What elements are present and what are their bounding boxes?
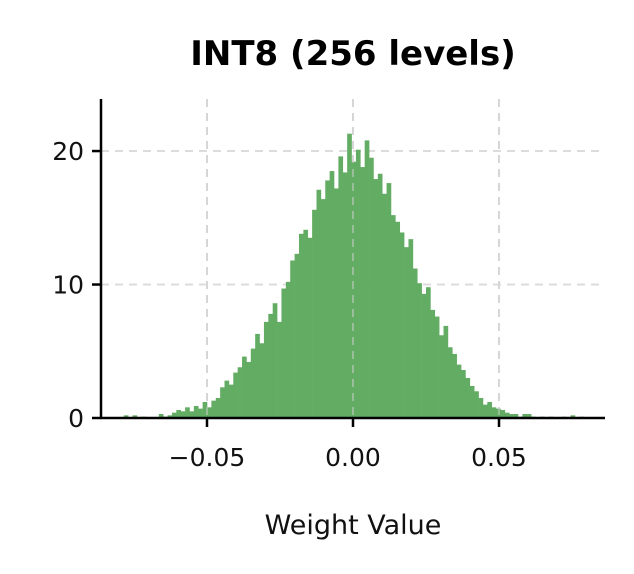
histogram-bar	[404, 247, 409, 418]
histogram-bar	[259, 343, 265, 418]
histogram-bar	[320, 199, 326, 418]
histogram-bar	[220, 387, 225, 418]
y-tick-label: 20	[52, 137, 84, 166]
x-tick-label: 0.00	[325, 443, 381, 472]
histogram-bar	[285, 281, 291, 418]
histogram-bar	[185, 407, 190, 418]
histogram-bar	[342, 172, 348, 418]
histogram-bar	[399, 232, 405, 418]
histogram-bar	[176, 409, 182, 418]
histogram-bar	[347, 133, 352, 418]
histogram-bar	[334, 188, 339, 418]
histogram-bar	[312, 209, 317, 418]
histogram-bar	[373, 179, 379, 418]
histogram-bar	[395, 221, 401, 418]
histogram-bar	[263, 321, 269, 418]
histogram-bar	[329, 171, 335, 418]
histogram-bar	[198, 408, 203, 418]
histogram-bar	[290, 260, 295, 418]
histogram-bar	[364, 140, 370, 418]
histogram-bar	[215, 397, 221, 418]
histogram-bar	[369, 157, 374, 418]
histogram-bar	[158, 413, 164, 418]
histogram-bar	[412, 268, 418, 418]
histogram-bar	[255, 333, 260, 418]
x-axis-label: Weight Value	[265, 510, 442, 541]
x-tick-label: −0.05	[169, 443, 246, 472]
histogram-bar	[281, 288, 287, 418]
histogram-bar	[193, 405, 199, 418]
y-tick-label: 10	[52, 271, 84, 300]
histogram-bar	[246, 361, 252, 418]
histogram-bar	[272, 303, 278, 418]
histogram-bar	[491, 407, 497, 418]
tick-labels: −0.05 0.00 0.05 0 10 20	[52, 137, 527, 472]
histogram-bar	[500, 409, 506, 418]
histogram-bar	[386, 183, 392, 418]
histogram-bar	[228, 384, 234, 418]
histogram-bar	[430, 309, 436, 418]
histogram-bar	[351, 161, 357, 418]
histogram-bar	[570, 415, 576, 418]
histogram-bar	[180, 411, 186, 418]
histogram-bar	[482, 404, 488, 418]
histogram-bar	[211, 400, 217, 418]
histogram-bar	[202, 401, 208, 418]
histogram-bar	[434, 316, 440, 418]
histogram-bar	[355, 149, 361, 418]
histogram-bar	[382, 193, 387, 418]
histogram-bar	[171, 412, 177, 418]
histogram-bar	[167, 415, 173, 418]
x-tick-label: 0.05	[471, 443, 527, 472]
histogram-bar	[417, 283, 422, 418]
histogram-bar	[474, 391, 479, 418]
histogram-bars	[123, 99, 584, 418]
histogram-bar	[469, 385, 475, 418]
histogram-bar	[307, 237, 313, 418]
histogram-bar	[316, 189, 322, 418]
histogram-bar	[390, 215, 396, 418]
histogram-bar	[513, 413, 519, 418]
histogram-bar	[447, 347, 453, 418]
histogram-bar	[132, 415, 138, 418]
histogram-bar	[233, 372, 238, 418]
histogram-bar	[224, 380, 230, 418]
histogram-bar	[526, 413, 532, 418]
histogram-bar	[294, 253, 300, 418]
histogram-bar	[206, 407, 212, 418]
histogram-bar	[487, 401, 493, 418]
histogram-bar	[123, 415, 129, 418]
histogram-bar	[408, 239, 414, 418]
histogram-bar	[189, 411, 195, 418]
histogram-bar	[421, 293, 427, 418]
histogram-bar	[303, 229, 309, 418]
histogram-bar	[298, 233, 304, 418]
histogram-bar	[443, 325, 449, 418]
chart-title: INT8 (256 levels)	[190, 34, 516, 74]
histogram-bar	[325, 180, 330, 418]
histogram-bar	[478, 397, 484, 418]
histogram-bar	[360, 167, 365, 418]
histogram-bar	[338, 156, 344, 418]
histogram-bar	[250, 348, 256, 418]
histogram-bar	[522, 413, 528, 418]
histogram-bar	[504, 412, 510, 418]
histogram-bar	[237, 367, 243, 418]
histogram-bar	[426, 287, 431, 418]
histogram-bar	[242, 356, 247, 418]
histogram-bar	[268, 313, 273, 418]
histogram-bar	[452, 353, 457, 418]
histogram-bar	[277, 321, 282, 418]
histogram-bar	[465, 377, 471, 418]
histogram-bar	[439, 335, 444, 418]
histogram-bar	[456, 364, 462, 418]
histogram-bar	[509, 413, 514, 418]
histogram-bar	[461, 369, 466, 418]
y-tick-label: 0	[68, 404, 84, 433]
histogram-bar	[377, 173, 383, 418]
